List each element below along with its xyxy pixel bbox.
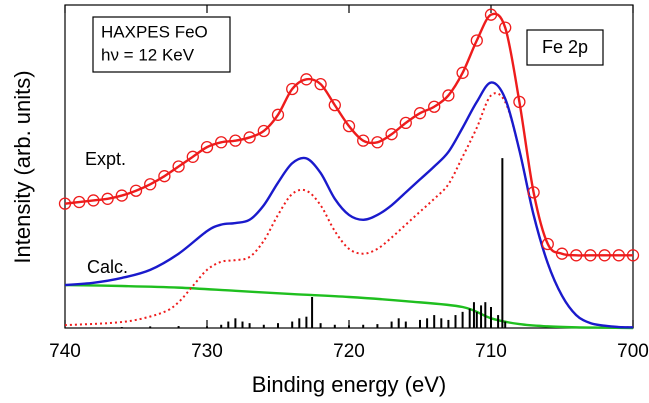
marker: [584, 249, 597, 262]
x-tick-label: 740: [49, 341, 81, 362]
marker: [456, 66, 469, 79]
marker: [598, 249, 611, 262]
marker: [158, 170, 171, 183]
series-label: Expt.: [85, 149, 126, 169]
marker: [484, 8, 498, 21]
marker: [229, 134, 242, 147]
series-line: [64, 81, 634, 329]
marker: [342, 119, 356, 133]
marker: [186, 150, 199, 163]
marker: [172, 160, 185, 173]
marker: [626, 249, 640, 262]
marker: [371, 136, 384, 149]
marker: [570, 249, 583, 262]
annotation: HAXPES FeO: [101, 22, 208, 41]
marker: [399, 116, 412, 130]
marker: [314, 77, 327, 91]
marker: [286, 82, 299, 96]
x-tick-label: 730: [191, 341, 223, 362]
series-line: [64, 12, 633, 257]
marker: [555, 247, 569, 260]
marker: [300, 73, 313, 86]
series-line: [64, 92, 634, 329]
marker: [328, 98, 341, 112]
marker: [541, 237, 554, 251]
y-axis-label: Intensity (arb. units): [10, 70, 35, 263]
marker: [115, 189, 128, 202]
marker: [413, 107, 427, 120]
series-line: [64, 283, 634, 330]
annotation: Fe 2p: [542, 37, 588, 57]
marker: [612, 249, 625, 262]
marker: [58, 197, 72, 210]
x-tick-label: 700: [617, 341, 649, 362]
marker: [527, 186, 540, 199]
marker: [470, 34, 483, 47]
marker: [385, 128, 398, 141]
marker: [271, 108, 285, 121]
annotation: hν = 12 KeV: [101, 45, 195, 64]
marker: [87, 194, 100, 207]
marker: [357, 134, 370, 147]
marker: [243, 131, 256, 144]
x-axis-label: Binding energy (eV): [252, 372, 446, 397]
annotation-box: [526, 29, 604, 66]
marker: [499, 21, 512, 34]
x-tick-label: 710: [475, 341, 507, 362]
x-tick-label: 720: [333, 341, 365, 362]
marker: [101, 192, 114, 205]
marker: [129, 184, 143, 197]
marker: [513, 95, 526, 109]
annotation-box: [92, 16, 231, 73]
marker: [428, 100, 441, 113]
marker: [144, 178, 157, 191]
marker: [442, 89, 455, 102]
series-label: Calc.: [87, 257, 128, 277]
marker: [200, 140, 214, 154]
marker: [215, 136, 228, 149]
marker: [257, 124, 270, 138]
marker: [73, 195, 86, 209]
